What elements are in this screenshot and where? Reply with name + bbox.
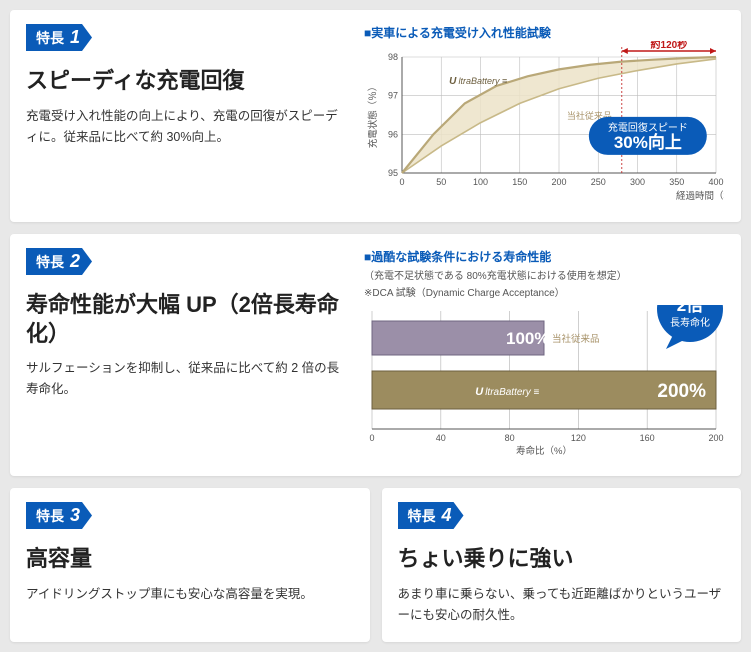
svg-text:経過時間（秒）: 経過時間（秒） [676, 190, 724, 201]
svg-text:80: 80 [505, 433, 515, 443]
line-chart: 95 96 97 98 0 50 100 150 200 250 300 350 400 UltraBat… [364, 41, 724, 201]
feature-2-card: 特長 2 寿命性能が大幅 UP（2倍長寿命化） サルフェーションを抑制し、従来品… [10, 234, 741, 476]
svg-text:ltraBattery ≡: ltraBattery ≡ [459, 76, 508, 86]
feature-2-badge: 特長 2 [26, 248, 92, 275]
svg-text:200: 200 [708, 433, 723, 443]
feature-4-title: ちょい乗りに強い [398, 545, 726, 574]
svg-text:2倍: 2倍 [677, 305, 703, 315]
svg-text:150: 150 [512, 177, 527, 187]
chart1-title: ■実車による充電受け入れ性能試験 [364, 24, 725, 41]
svg-text:250: 250 [591, 177, 606, 187]
badge-num: 1 [70, 27, 80, 48]
feature-4-badge: 特長 4 [398, 502, 464, 529]
svg-text:約120秒: 約120秒 [651, 41, 688, 51]
svg-text:100%: 100% [506, 329, 549, 348]
svg-text:96: 96 [388, 129, 398, 139]
svg-text:0: 0 [399, 177, 404, 187]
badge-label: 特長 [408, 506, 436, 526]
feature-1-desc: 充電受け入れ性能の向上により、充電の回復がスピーディに。従来品に比べて約 30%… [26, 106, 346, 149]
feature-3-badge: 特長 3 [26, 502, 92, 529]
feature-row-3-4: 特長 3 高容量 アイドリングストップ車にも安心な高容量を実現。 特長 4 ちょ… [10, 488, 741, 642]
bar-chart: 0 40 80 120 160 200 寿命比（%） 100%当社従来品 UltraBatter… [364, 305, 724, 455]
badge-num: 2 [70, 251, 80, 272]
svg-text:ltraBattery ≡: ltraBattery ≡ [485, 387, 539, 398]
badge-num: 4 [442, 505, 452, 526]
svg-text:50: 50 [436, 177, 446, 187]
feature-4-card: 特長 4 ちょい乗りに強い あまり車に乗らない、乗っても近距離ばかりというユーザ… [382, 488, 742, 642]
chart2-note: ※DCA 試験（Dynamic Charge Acceptance） [364, 284, 725, 299]
svg-text:40: 40 [436, 433, 446, 443]
svg-text:0: 0 [369, 433, 374, 443]
feature-2-chart-area: ■過酷な試験条件における寿命性能 （充電不足状態である 80%充電状態における使… [364, 248, 725, 460]
svg-text:U: U [449, 76, 457, 87]
feature-4-desc: あまり車に乗らない、乗っても近距離ばかりというユーザーにも安心の耐久性。 [398, 584, 726, 627]
feature-1-text: 特長 1 スピーディな充電回復 充電受け入れ性能の向上により、充電の回復がスピー… [26, 24, 346, 206]
feature-1-card: 特長 1 スピーディな充電回復 充電受け入れ性能の向上により、充電の回復がスピー… [10, 10, 741, 222]
badge-num: 3 [70, 505, 80, 526]
chart2-subtitle: （充電不足状態である 80%充電状態における使用を想定） [364, 267, 725, 282]
badge-label: 特長 [36, 252, 64, 272]
svg-text:寿命比（%）: 寿命比（%） [516, 445, 572, 455]
svg-text:97: 97 [388, 91, 398, 101]
svg-text:120: 120 [571, 433, 586, 443]
feature-1-badge: 特長 1 [26, 24, 92, 51]
feature-2-title: 寿命性能が大幅 UP（2倍長寿命化） [26, 291, 346, 348]
svg-text:長寿命化: 長寿命化 [670, 316, 710, 329]
badge-label: 特長 [36, 506, 64, 526]
feature-1-chart-area: ■実車による充電受け入れ性能試験 95 96 97 98 0 50 100 150 200 250… [364, 24, 725, 206]
svg-text:200: 200 [551, 177, 566, 187]
feature-3-desc: アイドリングストップ車にも安心な高容量を実現。 [26, 584, 354, 605]
svg-text:200%: 200% [657, 381, 706, 402]
feature-3-title: 高容量 [26, 545, 354, 574]
svg-text:350: 350 [669, 177, 684, 187]
feature-3-card: 特長 3 高容量 アイドリングストップ車にも安心な高容量を実現。 [10, 488, 370, 642]
badge-label: 特長 [36, 28, 64, 48]
feature-1-title: スピーディな充電回復 [26, 67, 346, 96]
svg-text:400: 400 [708, 177, 723, 187]
svg-text:U: U [475, 386, 484, 398]
feature-2-text: 特長 2 寿命性能が大幅 UP（2倍長寿命化） サルフェーションを抑制し、従来品… [26, 248, 346, 460]
svg-text:100: 100 [473, 177, 488, 187]
feature-2-desc: サルフェーションを抑制し、従来品に比べて約 2 倍の長寿命化。 [26, 358, 346, 401]
svg-text:98: 98 [388, 52, 398, 62]
svg-text:160: 160 [640, 433, 655, 443]
svg-text:30%向上: 30%向上 [614, 132, 682, 152]
svg-text:当社従来品: 当社従来品 [552, 333, 600, 345]
svg-text:95: 95 [388, 168, 398, 178]
svg-text:300: 300 [630, 177, 645, 187]
chart2-title: ■過酷な試験条件における寿命性能 [364, 248, 725, 265]
svg-text:充電状態（％）: 充電状態（％） [367, 82, 379, 149]
